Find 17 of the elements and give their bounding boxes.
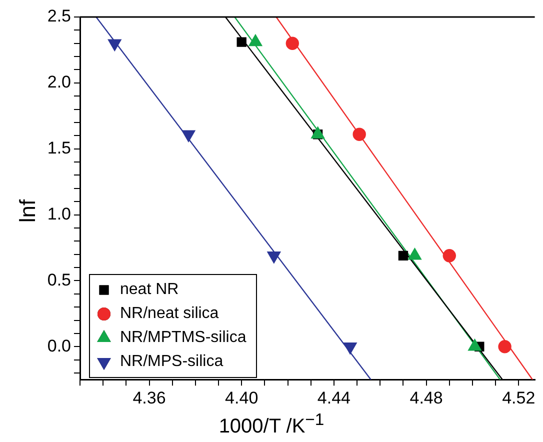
y-tick-label: 1.0	[47, 204, 71, 224]
legend-label: NR/neat silica	[120, 304, 219, 324]
x-tick-label: 4.48	[410, 388, 443, 408]
legend-label: NR/MPS-silica	[120, 352, 224, 372]
y-tick-label: 0.5	[47, 270, 71, 290]
y-tick-label: 0.0	[47, 336, 71, 356]
y-axis-title: lnf	[15, 198, 41, 225]
y-tick-label: 1.5	[47, 138, 71, 158]
y-tick-label: 2.0	[47, 72, 71, 92]
legend-label: NR/MPTMS-silica	[120, 328, 246, 348]
y-tick-label: 2.5	[47, 6, 71, 26]
x-axis-title: 1000/T /K$^{−1}$	[218, 410, 326, 439]
x-tick-label: 4.52	[502, 388, 536, 408]
x-tick-label: 4.36	[132, 388, 166, 408]
x-tick-label: 4.44	[317, 388, 350, 408]
x-tick-label: 4.40	[225, 388, 258, 408]
legend-label: neat NR	[120, 280, 179, 300]
